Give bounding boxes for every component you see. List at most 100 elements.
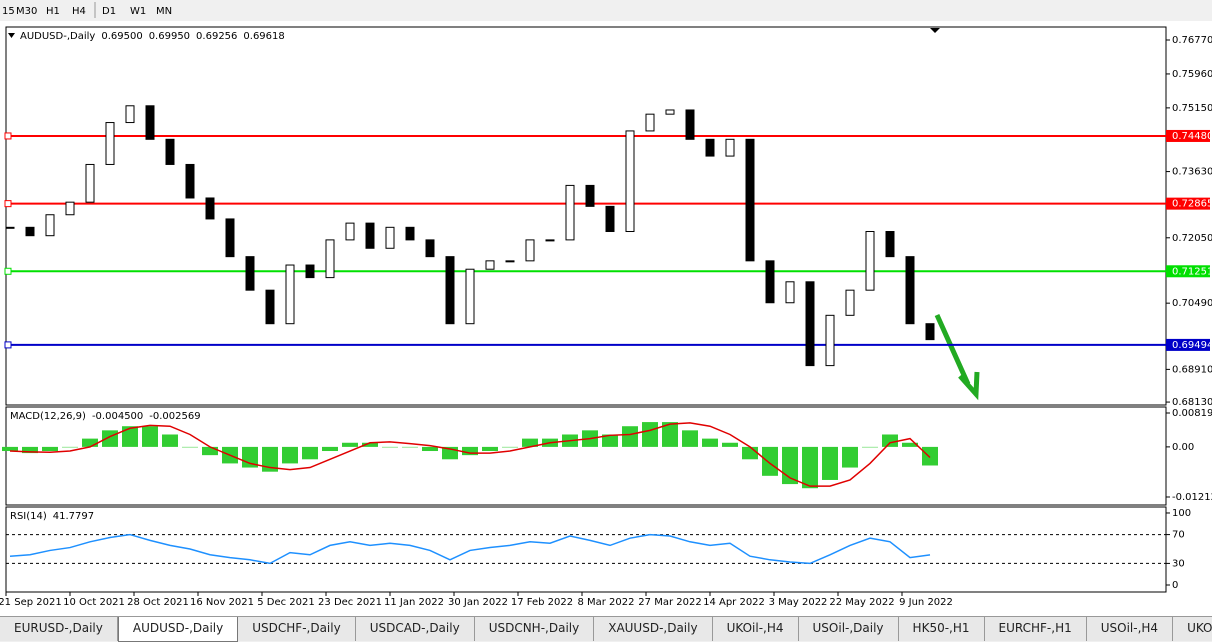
macd-bar — [862, 446, 878, 448]
timeframe-button[interactable]: W1 — [130, 6, 146, 17]
x-tick-label: 10 Oct 2021 — [63, 597, 125, 608]
macd-bar — [902, 442, 918, 447]
timeframe-button[interactable]: H4 — [72, 6, 86, 17]
macd-bar — [622, 426, 638, 447]
macd-bar — [422, 446, 438, 452]
candle — [665, 109, 675, 115]
candle — [385, 226, 395, 249]
candle — [565, 184, 575, 241]
macd-bar — [82, 438, 98, 447]
level-label: 0.72865 — [1172, 199, 1212, 210]
candle — [145, 105, 155, 140]
title: MACD(12,26,9) — [10, 411, 86, 422]
candle — [865, 231, 875, 291]
level-handle — [4, 341, 12, 349]
chart-tab[interactable]: USDCNH-,Daily — [475, 617, 595, 641]
candle — [545, 239, 555, 242]
candle — [245, 256, 255, 291]
macd-bar — [762, 446, 778, 476]
title: AUDUSD-,Daily — [20, 31, 95, 42]
chart-tab[interactable]: AUDUSD-,Daily — [117, 617, 239, 642]
macd-bar — [302, 446, 318, 460]
signal-line — [9, 422, 931, 487]
chart-window — [0, 21, 1212, 616]
candle — [125, 105, 135, 124]
chart-tab[interactable]: USDCHF-,Daily — [238, 617, 356, 641]
macd-bar — [842, 446, 858, 468]
macd-bar — [402, 446, 418, 448]
rsi-line — [9, 533, 931, 565]
rsi-frame — [5, 506, 1167, 593]
candle — [625, 130, 635, 233]
level-label: 0.74480 — [1172, 131, 1212, 142]
chart-tab[interactable]: UKOil-,H4 — [1173, 617, 1212, 641]
tab-bar: EURUSD-,Daily AUDUSD-,Daily USDCHF-,Daily U… — [0, 616, 1212, 642]
macd-bar — [682, 430, 698, 447]
macd-bar — [122, 426, 138, 447]
x-tick-label: 21 Sep 2021 — [0, 597, 62, 608]
level-label: 0.69494 — [1172, 340, 1212, 351]
candle — [45, 214, 55, 237]
y-tick-label: 0.73630 — [1172, 167, 1212, 178]
macd-bar — [62, 446, 78, 448]
quote-value: -0.004500 — [92, 411, 143, 422]
candle — [585, 184, 595, 207]
timeframe-button[interactable]: D1 — [102, 6, 116, 17]
chart-tab[interactable]: UKOil-,H4 — [713, 617, 799, 641]
chart-tab[interactable]: EURCHF-,H1 — [985, 617, 1087, 641]
macd-bar — [142, 426, 158, 447]
chart-tab[interactable]: EURUSD-,Daily — [0, 617, 118, 641]
macd-bar — [22, 446, 38, 454]
level-label-box — [1166, 197, 1210, 210]
candle — [765, 260, 775, 304]
timeframe-button[interactable]: 15 — [2, 6, 15, 17]
quote-value: -0.002569 — [149, 411, 200, 422]
level-label-box — [1166, 129, 1210, 142]
candle — [525, 239, 535, 262]
chart-tab[interactable]: USOil-,Daily — [799, 617, 899, 641]
chart-tab[interactable]: XAUUSD-,Daily — [594, 617, 713, 641]
macd-bar — [382, 446, 398, 448]
candle — [365, 222, 375, 249]
candle — [925, 323, 935, 341]
y-tick-label: -0.012121 — [1172, 492, 1212, 503]
candle — [25, 226, 35, 237]
chart-tab[interactable]: USDCAD-,Daily — [356, 617, 475, 641]
title-marker — [8, 33, 15, 38]
indicator-title: AUDUSD-,Daily 0.69500 0.69950 0.69256 0.6961… — [20, 31, 285, 42]
x-tick-label: 22 May 2022 — [829, 597, 894, 608]
chart-tab[interactable]: HK50-,H1 — [899, 617, 985, 641]
macd-bar — [722, 442, 738, 447]
macd-bar — [522, 438, 538, 447]
x-tick-label: 28 Oct 2021 — [127, 597, 189, 608]
timeframe-button[interactable]: M30 — [16, 6, 37, 17]
macd-bar — [642, 422, 658, 447]
y-tick-label: 0.70490 — [1172, 298, 1212, 309]
candle — [745, 138, 755, 262]
title: RSI(14) — [10, 511, 47, 522]
level-label-box — [1166, 265, 1210, 278]
y-tick-label: 0.00 — [1172, 442, 1194, 453]
y-tick-label: 0.008197 — [1172, 408, 1212, 419]
candle — [85, 163, 95, 203]
candle — [725, 138, 735, 157]
candle — [805, 281, 815, 367]
macd-bar — [202, 446, 218, 456]
toolbar — [0, 0, 1212, 20]
candle — [305, 264, 315, 279]
candle — [345, 222, 355, 241]
timeframe-button[interactable]: H1 — [46, 6, 60, 17]
macd-bar — [362, 442, 378, 447]
indicator-title: MACD(12,26,9) -0.004500 -0.002569 — [10, 411, 201, 422]
candle — [65, 201, 75, 216]
timeframe-button[interactable]: MN — [156, 6, 172, 17]
y-tick-label: 100 — [1172, 508, 1191, 519]
quote-value: 0.69950 — [149, 31, 190, 42]
candle — [605, 205, 615, 233]
candle — [905, 256, 915, 325]
x-tick-label: 5 Dec 2021 — [257, 597, 315, 608]
y-tick-label: 0 — [1172, 580, 1178, 591]
chart-tab[interactable]: USOil-,H4 — [1087, 617, 1174, 641]
x-tick-label: 27 Mar 2022 — [638, 597, 701, 608]
candle — [845, 289, 855, 316]
